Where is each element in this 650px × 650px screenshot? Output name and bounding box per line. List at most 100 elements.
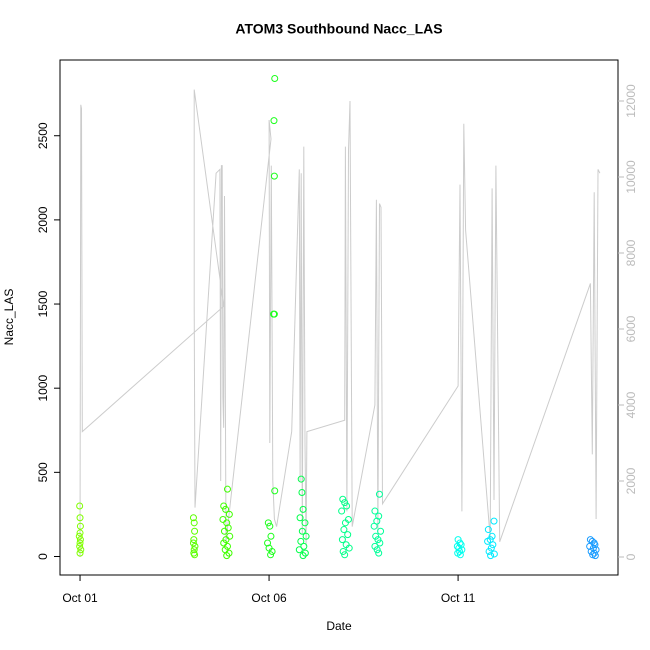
- point: [190, 519, 198, 527]
- point: [76, 549, 84, 557]
- point: [223, 519, 231, 527]
- y-axis-label: Nacc_LAS: [2, 289, 16, 346]
- y2-tick-label: 4000: [624, 391, 638, 418]
- point: [490, 550, 498, 558]
- y2-tick-label: 10000: [624, 160, 638, 194]
- point: [76, 536, 84, 544]
- point: [484, 537, 492, 545]
- y-tick-label: 2500: [36, 122, 50, 149]
- point: [223, 485, 231, 493]
- point: [271, 487, 279, 495]
- y2-tick-label: 8000: [624, 239, 638, 266]
- point: [299, 552, 307, 560]
- point: [298, 527, 306, 535]
- point: [77, 546, 85, 554]
- point: [301, 519, 309, 527]
- y-tick-label: 1500: [36, 290, 50, 317]
- point: [300, 542, 308, 550]
- point: [76, 522, 84, 530]
- x-tick-label: Oct 11: [441, 591, 476, 605]
- point: [302, 532, 310, 540]
- point: [270, 172, 278, 180]
- point: [297, 475, 305, 483]
- point: [341, 519, 349, 527]
- y-tick-label: 500: [36, 462, 50, 482]
- point: [264, 539, 272, 547]
- point: [586, 542, 594, 550]
- point: [345, 544, 353, 552]
- point: [339, 495, 347, 503]
- x-axis-label: Date: [326, 619, 352, 633]
- point: [456, 547, 464, 555]
- point: [191, 551, 199, 559]
- point: [488, 532, 496, 540]
- point: [76, 502, 84, 510]
- point: [190, 546, 198, 554]
- point: [344, 531, 352, 539]
- point: [76, 539, 84, 547]
- point: [268, 547, 276, 555]
- point: [295, 546, 303, 554]
- point: [377, 527, 385, 535]
- point: [297, 537, 305, 545]
- point: [374, 536, 382, 544]
- point: [340, 526, 348, 534]
- y2-tick-label: 12000: [624, 84, 638, 118]
- point: [264, 519, 272, 527]
- point: [489, 541, 497, 549]
- point: [484, 526, 492, 534]
- point: [190, 536, 198, 544]
- point: [189, 514, 197, 522]
- point: [343, 502, 351, 510]
- point: [266, 522, 274, 530]
- point: [270, 117, 278, 125]
- point: [189, 539, 197, 547]
- point: [76, 514, 84, 522]
- point: [490, 517, 498, 525]
- point: [271, 75, 279, 83]
- point: [76, 542, 84, 550]
- point: [267, 551, 275, 559]
- y2-tick-label: 0: [624, 553, 638, 560]
- y2-tick-label: 6000: [624, 315, 638, 342]
- point: [191, 542, 199, 550]
- y2-tick-label: 2000: [624, 467, 638, 494]
- point: [338, 536, 346, 544]
- point: [338, 507, 346, 515]
- point: [220, 527, 228, 535]
- point: [298, 489, 306, 497]
- point: [487, 552, 495, 560]
- point: [375, 549, 383, 557]
- point: [454, 536, 462, 544]
- point: [376, 539, 384, 547]
- point: [222, 505, 230, 513]
- point: [456, 551, 464, 559]
- y-tick-label: 1000: [36, 375, 50, 402]
- point: [75, 532, 83, 540]
- point: [371, 507, 379, 515]
- y-tick-label: 2000: [36, 206, 50, 233]
- point: [375, 490, 383, 498]
- point: [223, 552, 231, 560]
- point: [373, 546, 381, 554]
- point: [191, 527, 199, 535]
- point: [339, 547, 347, 555]
- point: [591, 552, 599, 560]
- x-tick-label: Oct 01: [62, 591, 98, 605]
- point: [267, 532, 275, 540]
- y-tick-label: 0: [36, 553, 50, 560]
- line: [79, 89, 601, 558]
- point: [370, 522, 378, 530]
- point: [296, 514, 304, 522]
- point: [76, 529, 84, 537]
- point: [299, 505, 307, 513]
- point: [341, 551, 349, 559]
- point: [220, 502, 228, 510]
- x-tick-label: Oct 06: [251, 591, 287, 605]
- point: [270, 310, 278, 318]
- point: [225, 510, 233, 518]
- plot-frame: [59, 59, 619, 576]
- chart-title: ATOM3 Southbound Nacc_LAS: [235, 21, 442, 37]
